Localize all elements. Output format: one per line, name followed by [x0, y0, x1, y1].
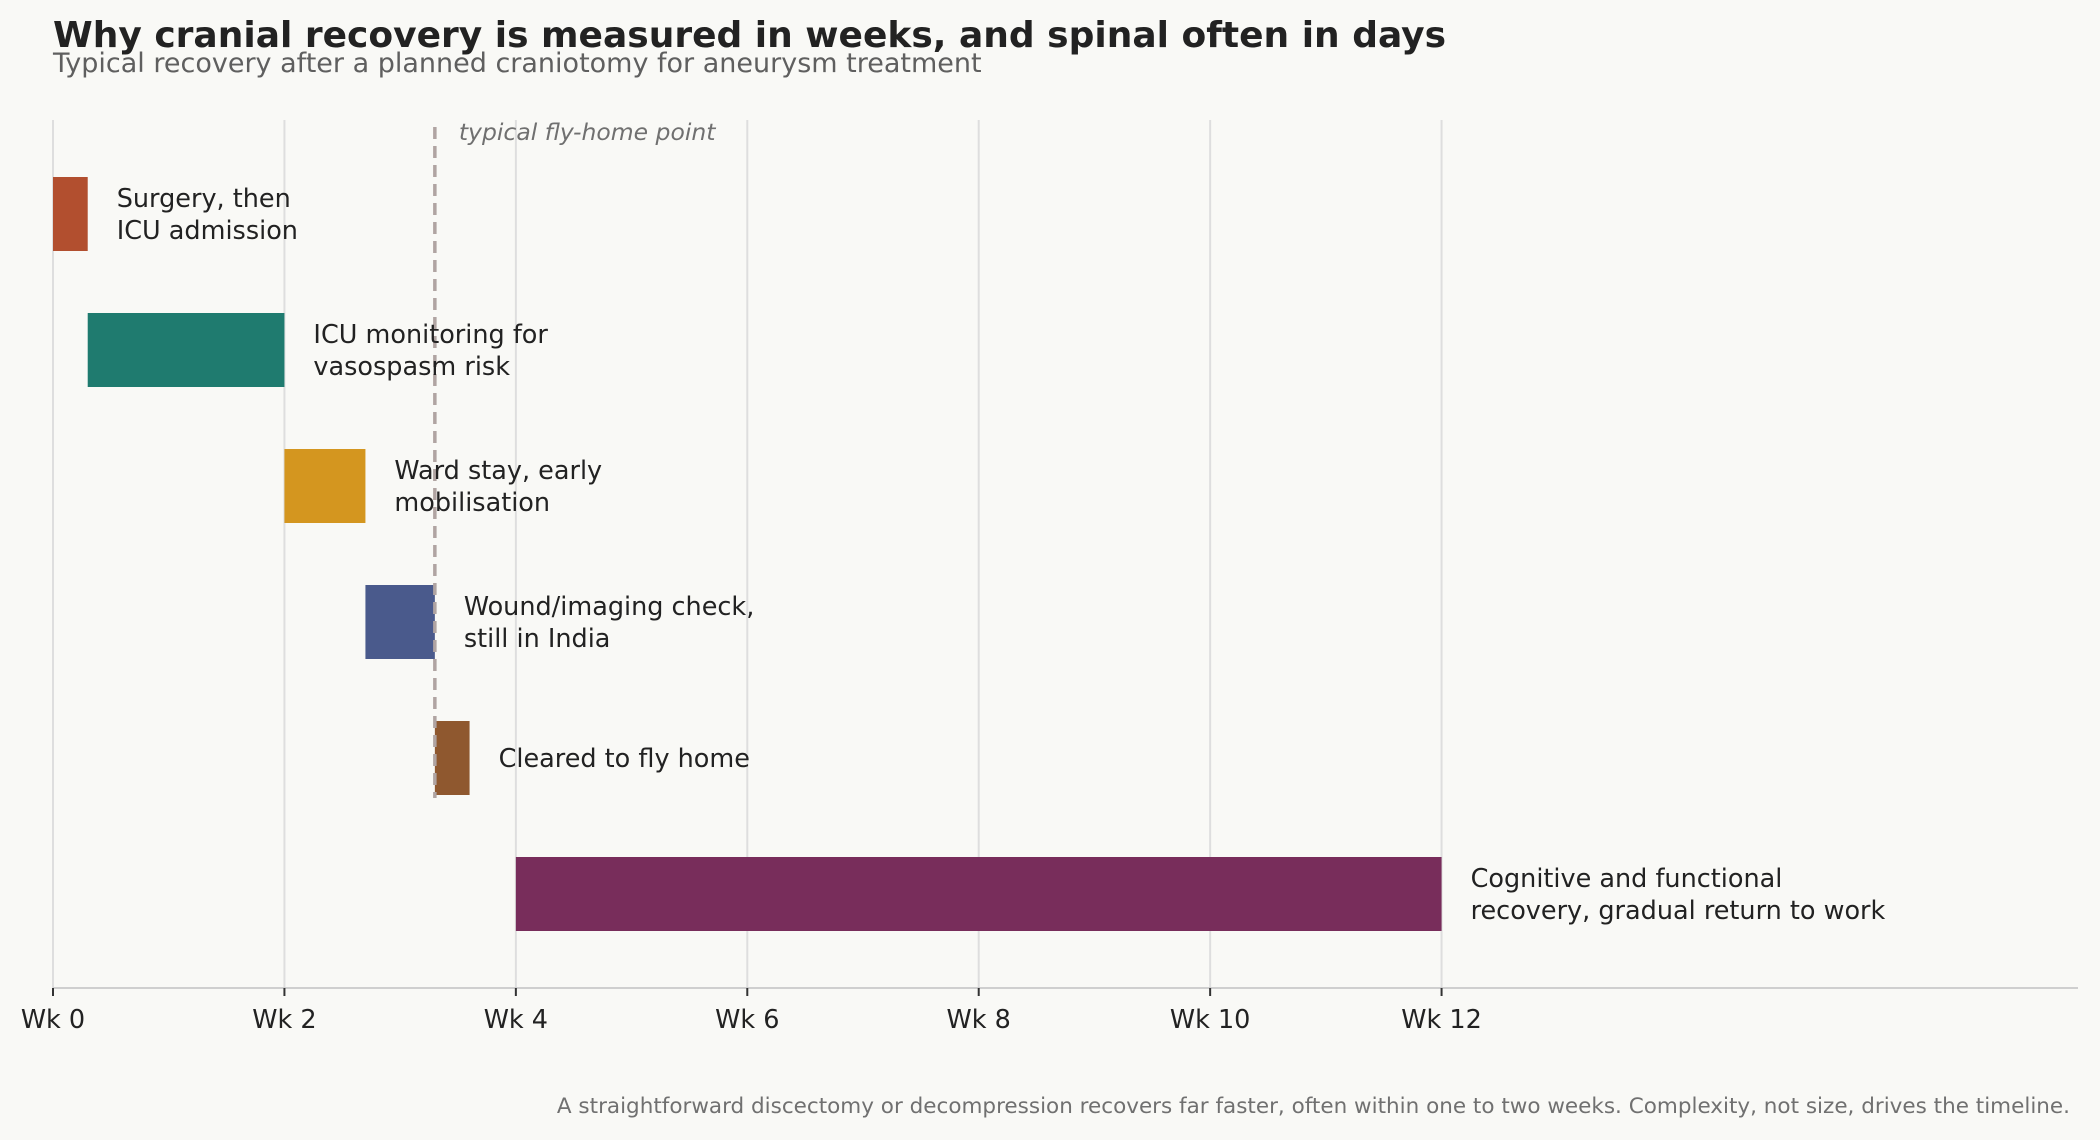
bar-label: Wound/imaging check, [464, 592, 754, 622]
gantt-bar [434, 721, 470, 795]
x-tick-label: Wk 2 [252, 1005, 316, 1035]
chart-title: Why cranial recovery is measured in week… [53, 15, 1446, 56]
chart-subtitle: Typical recovery after a planned craniot… [52, 48, 982, 79]
bar-label: ICU admission [117, 216, 298, 246]
bar-label: mobilisation [394, 488, 550, 518]
gantt-bar [365, 585, 435, 659]
bar-label: still in India [464, 624, 611, 654]
x-axis: Wk 0 Wk 2 Wk 4 Wk 6 Wk 8 Wk 10 Wk 12 [21, 987, 2078, 1035]
bar-label: Ward stay, early [394, 456, 602, 486]
bars [53, 177, 1442, 931]
x-tick-label: Wk 8 [947, 1005, 1011, 1035]
x-tick-label: Wk 6 [715, 1005, 779, 1035]
bar-label: Cleared to fly home [499, 744, 750, 774]
x-tick-label: Wk 4 [484, 1005, 548, 1035]
bar-label: Cognitive and functional [1471, 864, 1783, 894]
gantt-bar [87, 313, 285, 387]
gantt-bar [53, 177, 88, 251]
x-tick-label: Wk 10 [1170, 1005, 1251, 1035]
reference-line-group: typical fly-home point [433, 118, 716, 798]
reference-line-label: typical fly-home point [459, 118, 716, 146]
gantt-bar [284, 449, 366, 523]
x-tick-label: Wk 0 [21, 1005, 85, 1035]
grid-lines [52, 120, 1443, 988]
chart-footnote: A straightforward discectomy or decompre… [557, 1094, 2070, 1119]
bar-label: recovery, gradual return to work [1471, 896, 1886, 926]
gantt-bar [515, 857, 1442, 931]
x-tick-label: Wk 12 [1401, 1005, 1482, 1035]
bar-label: Surgery, then [117, 184, 291, 214]
bar-label: ICU monitoring for [313, 320, 548, 350]
bar-label: vasospasm risk [313, 352, 510, 382]
